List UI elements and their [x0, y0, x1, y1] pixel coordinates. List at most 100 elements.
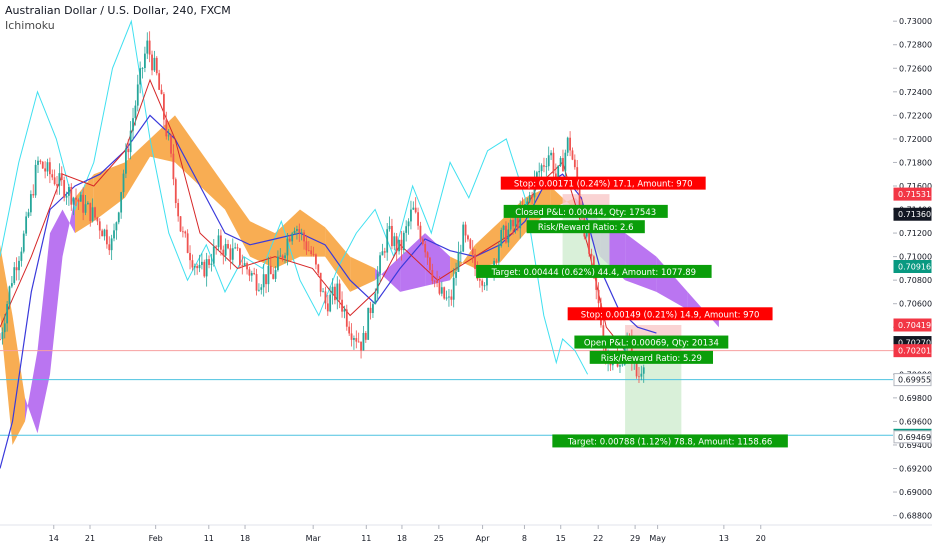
candle-body [379, 255, 381, 274]
ichimoku-cloud-segment [0, 244, 13, 445]
candle-body [516, 217, 519, 229]
candle-body [25, 216, 28, 234]
candle-body [305, 241, 308, 251]
trade-annotation-box [476, 264, 712, 278]
candle-body [495, 260, 498, 262]
candle-body [512, 220, 514, 227]
ichimoku-cloud-segment [475, 221, 501, 269]
candle-body [67, 186, 70, 196]
candle-body [115, 222, 118, 231]
candle-body [191, 260, 194, 268]
candle-body [32, 194, 35, 196]
axis-price-label [893, 260, 932, 274]
trade-annotation-text: Target: 0.00788 (1.12%) 78.8, Amount: 11… [567, 437, 773, 447]
x-tick-label: May [649, 534, 666, 543]
candle-body [341, 299, 343, 312]
candle-body [10, 283, 13, 287]
axis-price-label-text: 0.70201 [898, 347, 931, 356]
candle-body [630, 339, 633, 362]
candle-body [386, 229, 389, 253]
indicator-label[interactable]: Ichimoku [5, 19, 55, 32]
candle-body [151, 54, 153, 71]
candle-body [272, 274, 275, 279]
candle-body [322, 291, 324, 293]
trade-annotation-box [589, 350, 714, 364]
candle-body [167, 135, 170, 137]
ichimoku-cloud-segment [225, 186, 250, 257]
candle-body [293, 230, 296, 234]
trade-annotation-box [574, 335, 729, 349]
x-tick-label: 20 [756, 534, 766, 543]
candle-body [393, 236, 396, 247]
candle-body [355, 338, 358, 342]
candle-body [274, 270, 277, 279]
ichimoku-cloud-segment [375, 256, 401, 292]
ichimoku-cloud-segment [425, 233, 451, 286]
y-tick-label: 0.68800 [899, 512, 932, 521]
candle-body [79, 194, 82, 202]
candle-body [457, 252, 460, 272]
candle-body [528, 194, 531, 202]
candle-body [445, 297, 448, 299]
candle-body [407, 221, 410, 227]
candle-body [571, 150, 574, 160]
ichimoku-cloud-segment [175, 115, 200, 186]
y-tick-label: 0.69000 [899, 488, 932, 497]
candle-body [94, 207, 96, 218]
candle-body [253, 273, 256, 275]
candle-body [296, 229, 298, 231]
candle-body [163, 94, 165, 120]
candle-body [0, 339, 1, 340]
candle-body [362, 332, 365, 351]
candle-body [143, 53, 146, 68]
candle-body [37, 160, 39, 165]
candle-body [526, 201, 529, 205]
candle-body [258, 289, 260, 291]
ichimoku-cloud-segment [350, 256, 376, 292]
y-tick-label: 0.70800 [899, 276, 932, 285]
candle-body [374, 293, 377, 305]
candle-body [179, 216, 182, 232]
x-tick-label: 21 [85, 534, 95, 543]
trade-annotation-box [552, 434, 788, 448]
candle-body [262, 274, 265, 288]
candle-body [146, 40, 149, 54]
candle-body [250, 273, 253, 276]
candle-body [75, 197, 77, 200]
candle-body [20, 251, 23, 261]
candle-body [310, 250, 313, 255]
candle-body [84, 204, 87, 213]
candle-body [452, 277, 455, 300]
candle-body [105, 229, 108, 245]
ichimoku-cloud-segment [75, 174, 94, 234]
y-tick-label: 0.73000 [899, 17, 932, 26]
candle-body [578, 185, 581, 206]
candle-body [22, 233, 25, 252]
candle-body [450, 296, 453, 300]
candle-body [255, 274, 258, 291]
candle-body [6, 303, 9, 324]
candle-body [241, 265, 244, 266]
candle-body [189, 252, 191, 261]
candle-body [505, 225, 507, 243]
candle-body [550, 152, 552, 156]
candle-body [552, 152, 555, 174]
trade-annotation-text: Open P&L: 0.00069, Qty: 20134 [584, 339, 719, 349]
candle-body [60, 173, 63, 181]
candle-body [402, 232, 405, 251]
candle-body [348, 326, 351, 334]
candle-body [8, 286, 11, 304]
ichimoku-cloud-segment [25, 350, 38, 434]
candle-body [101, 230, 104, 237]
candle-body [497, 246, 500, 262]
x-tick-label: 8 [522, 534, 527, 543]
candle-body [260, 287, 263, 290]
candle-body [326, 303, 329, 312]
candle-body [122, 173, 125, 193]
candle-body [220, 235, 222, 250]
candle-body [383, 251, 386, 253]
ichimoku-cloud-segment [125, 138, 150, 198]
x-tick-label: Mar [306, 534, 322, 543]
candle-body [51, 174, 54, 178]
